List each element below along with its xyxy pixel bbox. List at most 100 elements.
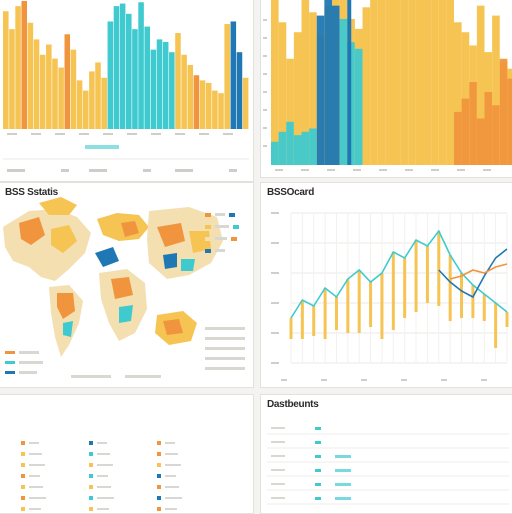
- map-region-oceania-orange: [163, 319, 183, 335]
- bar: [332, 5, 340, 166]
- list-item-text: [97, 453, 110, 455]
- table-cell-badge: [335, 483, 351, 486]
- x-tick-label: [151, 133, 161, 135]
- bar: [476, 118, 485, 165]
- x-tick-label: [405, 169, 413, 171]
- error-bar: [403, 258, 407, 318]
- panel-world-map: BSS Sstatis: [0, 182, 254, 388]
- error-bar: [369, 282, 373, 327]
- list-item-text: [97, 508, 109, 510]
- list-item-text: [165, 475, 176, 477]
- x-tick-label: [79, 133, 89, 135]
- panel-table-bottom-right: Dastbeunts: [260, 394, 512, 514]
- list-bullet: [21, 485, 25, 489]
- x-tick-label: [175, 133, 185, 135]
- bar: [70, 49, 77, 129]
- bar: [224, 24, 230, 129]
- list-bullet: [21, 474, 25, 478]
- x-tick-label: [321, 379, 327, 381]
- bar: [461, 98, 470, 165]
- bar: [193, 75, 200, 129]
- list-bottom-left: [21, 441, 182, 511]
- bar: [339, 18, 348, 166]
- bar: [393, 0, 401, 165]
- bar: [423, 0, 432, 165]
- y-tick-label: [271, 212, 279, 214]
- bar: [309, 12, 317, 166]
- list-bullet: [21, 452, 25, 456]
- bar: [454, 22, 462, 165]
- list-item-text: [165, 508, 177, 510]
- bar: [175, 33, 181, 129]
- bar: [415, 0, 424, 165]
- list-item-text: [165, 453, 178, 455]
- bar: [271, 141, 279, 165]
- bar: [278, 131, 287, 165]
- error-bar: [312, 306, 316, 336]
- list-bullet: [157, 507, 161, 511]
- list-bullet: [89, 452, 93, 456]
- bar: [144, 26, 150, 130]
- legend-swatch: [143, 169, 151, 172]
- y-tick-label: [271, 332, 279, 334]
- table-panel-title: Dastbeunts: [267, 399, 319, 410]
- y-tick-label: [263, 73, 267, 75]
- list-bullet: [89, 507, 93, 511]
- list-item-text: [29, 464, 45, 466]
- y-tick-label: [263, 37, 267, 39]
- table-cell-badge: [315, 483, 321, 486]
- table-cell: [271, 455, 285, 457]
- bar: [293, 135, 302, 165]
- list-item-text: [165, 486, 179, 488]
- map-region-south-america-teal: [63, 321, 73, 337]
- bar: [236, 52, 243, 130]
- map-region-africa: [99, 269, 147, 341]
- map-region-africa-teal: [119, 305, 133, 323]
- bar: [242, 77, 249, 129]
- table-cell: [271, 469, 285, 471]
- map-region-europe-orange: [121, 221, 139, 237]
- series-line: [290, 229, 508, 319]
- bar: [347, 0, 352, 165]
- bar: [3, 11, 9, 130]
- bar: [354, 48, 363, 165]
- error-bar: [357, 270, 361, 333]
- map-panel-title: BSS Sstatis: [5, 187, 58, 198]
- list-bullet: [21, 507, 25, 511]
- bar: [271, 0, 279, 165]
- x-tick-label: [379, 169, 387, 171]
- bar: [507, 78, 512, 165]
- bar: [150, 49, 157, 129]
- map-region-south-america-colored: [57, 293, 75, 319]
- bar: [181, 54, 187, 130]
- world-map: [3, 197, 245, 378]
- map-region-asia-teal: [181, 259, 195, 271]
- bar: [324, 0, 332, 165]
- legend-highlight: [85, 145, 119, 149]
- bar: [39, 54, 46, 130]
- bar: [64, 34, 71, 129]
- bar: [126, 13, 132, 129]
- bar: [230, 21, 237, 130]
- list-item-text: [29, 475, 40, 477]
- bar: [400, 0, 409, 165]
- map-region-north-america-west: [19, 217, 45, 245]
- map-region-asia-blue: [163, 253, 177, 269]
- bar: [293, 32, 302, 166]
- map-region-africa-orange: [111, 277, 133, 299]
- x-tick-label: [55, 133, 65, 135]
- bar: [187, 65, 194, 129]
- panel-line-chart: BSSOcard: [260, 182, 512, 388]
- x-tick-label: [457, 169, 465, 171]
- map-region-asia-orange: [157, 223, 185, 247]
- map-region-greenland: [39, 197, 77, 215]
- bar: [301, 0, 310, 165]
- legend-swatch: [229, 169, 237, 172]
- error-bar: [425, 246, 429, 303]
- table-cell: [271, 483, 285, 485]
- x-tick-label: [483, 169, 491, 171]
- list-bullet: [89, 474, 93, 478]
- bar: [212, 90, 218, 129]
- map-region-europe-blue: [95, 247, 119, 267]
- y-tick-label: [263, 127, 267, 129]
